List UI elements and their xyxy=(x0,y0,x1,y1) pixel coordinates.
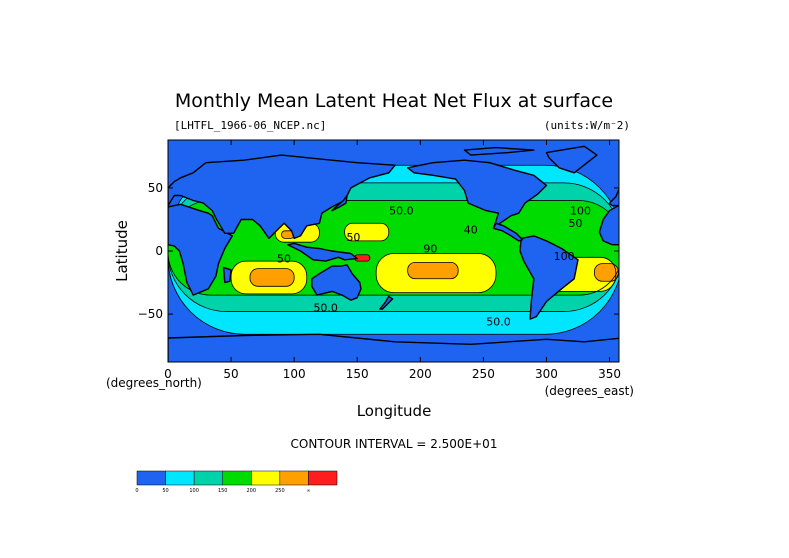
colorbar-tick-label-6: ∞ xyxy=(306,488,310,494)
contour-line-7 xyxy=(344,222,390,242)
land-indonesia xyxy=(287,242,358,262)
field-region-10 xyxy=(594,263,619,282)
land-mask-layer xyxy=(168,145,619,362)
contour-line-10 xyxy=(594,263,619,282)
contour-line-2 xyxy=(168,200,619,296)
land-australia xyxy=(311,264,362,301)
x-tick-label-150: 150 xyxy=(346,367,369,381)
units-label: (units:W/m⁻2) xyxy=(544,119,630,132)
colorbar-tick-label-1: 50 xyxy=(162,488,168,494)
contour-line-9 xyxy=(407,261,459,280)
land-europe-west xyxy=(608,187,619,207)
chart-title: Monthly Mean Latent Heat Net Flux at sur… xyxy=(175,90,613,112)
colorbar-tick-label-2: 100 xyxy=(189,488,199,494)
contour-label-2: 50.0 xyxy=(486,315,511,328)
y-tick-label-50: 50 xyxy=(148,181,163,195)
field-region-11 xyxy=(281,230,295,239)
contour-label-1: 50.0 xyxy=(313,302,338,315)
colorbar-tick-label-3: 150 xyxy=(218,488,228,494)
y-tick-label--50: −50 xyxy=(138,307,163,321)
contour-label-3: 50 xyxy=(277,252,291,265)
file-label: [LHTFL_1966-06_NCEP.nc] xyxy=(174,119,326,132)
land-arctic-islands xyxy=(463,146,535,156)
x-tick-label-350: 350 xyxy=(598,367,621,381)
colorbar-swatch-1 xyxy=(165,470,195,486)
land-africa-west-bulge xyxy=(598,204,619,246)
y-tick-label-0: 0 xyxy=(155,244,163,258)
contour-label-7: 40 xyxy=(464,223,478,236)
x-tick-label-250: 250 xyxy=(472,367,495,381)
contour-line-3 xyxy=(230,260,308,295)
land-antarctica xyxy=(168,333,619,362)
land-new-zealand xyxy=(379,295,394,310)
field-region-7 xyxy=(344,223,389,241)
y-axis-label: Latitude xyxy=(113,220,131,282)
contour-label-8: 90 xyxy=(423,242,437,255)
land-north-america xyxy=(407,159,548,230)
land-eurasia xyxy=(168,154,396,240)
contour-line-4 xyxy=(375,253,497,294)
colorbar-tick-label-4: 200 xyxy=(247,488,257,494)
land-south-america xyxy=(519,235,579,320)
x-tick-label-200: 200 xyxy=(409,367,432,381)
contour-label-6: 50 xyxy=(568,217,582,230)
land-africa-west xyxy=(168,203,234,296)
contour-label-4: 50 xyxy=(346,231,360,244)
field-region-12 xyxy=(354,254,370,262)
colorbar-swatch-0 xyxy=(136,470,166,486)
land-madagascar xyxy=(222,266,232,284)
field-region-9 xyxy=(407,262,459,279)
x-tick-label-50: 50 xyxy=(223,367,238,381)
land-greenland xyxy=(545,145,598,174)
colorbar-tick-label-0: 0 xyxy=(135,488,138,494)
contour-line-8 xyxy=(249,268,295,287)
colorbar: 0 50 100 150 200 250 ∞ xyxy=(135,470,338,494)
field-region-8 xyxy=(250,268,295,287)
colorbar-tick-label-5: 250 xyxy=(275,488,285,494)
x-units-label: (degrees_east) xyxy=(545,384,634,398)
colorbar-swatch-6 xyxy=(308,470,338,486)
x-axis-label: Longitude xyxy=(357,402,432,420)
land-central-america xyxy=(492,222,524,242)
x-tick-label-100: 100 xyxy=(283,367,306,381)
y-units-label: (degrees_north) xyxy=(106,376,202,390)
x-tick-label-0: 0 xyxy=(164,367,172,381)
contour-label-0: 50.0 xyxy=(389,204,414,217)
land-japan xyxy=(331,194,348,212)
colorbar-swatch-5 xyxy=(279,470,309,486)
colorbar-swatch-3 xyxy=(222,470,252,486)
x-tick-label-300: 300 xyxy=(535,367,558,381)
y-axis-ticks: 50 0 −50 xyxy=(138,181,619,321)
colorbar-swatch-4 xyxy=(251,470,281,486)
contour-label-9: 100 xyxy=(554,250,575,263)
contour-label-5: 100 xyxy=(570,204,591,217)
x-axis-ticks: 0 50 100 150 200 250 300 350 xyxy=(164,140,621,381)
contour-interval-note: CONTOUR INTERVAL = 2.500E+01 xyxy=(291,437,498,451)
contour-line-1 xyxy=(168,182,619,312)
colorbar-swatch-2 xyxy=(193,470,223,486)
